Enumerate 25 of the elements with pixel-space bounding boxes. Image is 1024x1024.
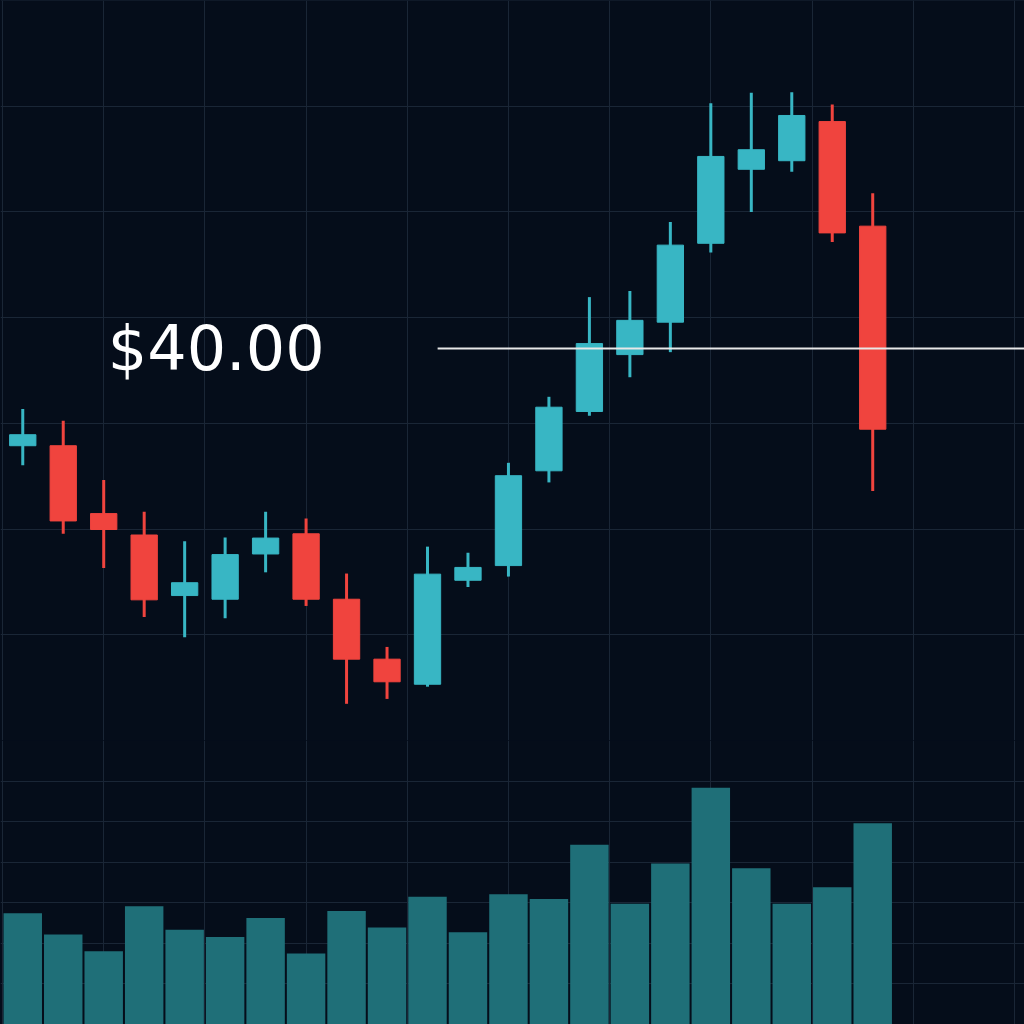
bar xyxy=(448,932,488,1024)
bar xyxy=(327,910,366,1024)
bar xyxy=(44,934,83,1024)
bar xyxy=(489,894,528,1024)
bar xyxy=(732,868,771,1024)
bar xyxy=(84,951,123,1024)
candlestick xyxy=(171,541,199,639)
bar xyxy=(529,899,569,1024)
bar xyxy=(205,936,245,1024)
bar xyxy=(570,844,609,1024)
bar xyxy=(367,927,407,1024)
bar xyxy=(246,918,285,1024)
bar xyxy=(651,863,690,1024)
annotation: $40.00 xyxy=(107,311,325,385)
bar xyxy=(853,823,892,1024)
bar xyxy=(691,787,731,1024)
bar xyxy=(772,903,811,1024)
bar xyxy=(165,929,204,1024)
bar xyxy=(610,903,650,1024)
bar xyxy=(813,887,852,1024)
bar xyxy=(408,896,447,1024)
bar xyxy=(124,906,164,1024)
bar xyxy=(3,913,42,1024)
bar xyxy=(286,953,326,1024)
candlestick xyxy=(9,409,37,466)
